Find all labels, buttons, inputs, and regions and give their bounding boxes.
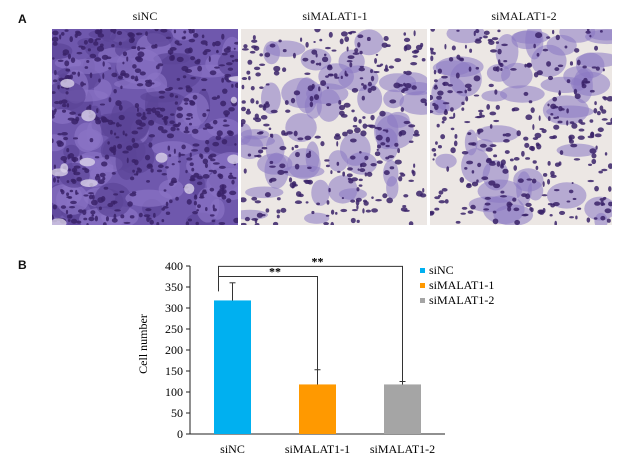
legend-label: siNC xyxy=(429,263,454,277)
legend-swatch xyxy=(420,268,425,273)
y-tick-label: 0 xyxy=(177,427,183,441)
legend-swatch xyxy=(420,283,425,288)
bar-sinc xyxy=(214,300,251,434)
y-tick-label: 400 xyxy=(165,259,183,273)
y-tick-label: 350 xyxy=(165,280,183,294)
significance-label: ** xyxy=(269,265,281,279)
legend-label: siMALAT1-2 xyxy=(429,293,494,307)
significance-label: ** xyxy=(312,254,324,268)
significance-bracket xyxy=(218,265,403,382)
x-tick-label: siNC xyxy=(220,442,245,456)
micrograph-sinc xyxy=(52,29,238,225)
y-axis-label: Cell number xyxy=(136,314,150,374)
y-tick-label: 100 xyxy=(165,385,183,399)
y-tick-label: 200 xyxy=(165,343,183,357)
y-tick-label: 50 xyxy=(171,406,183,420)
x-tick-label: siMALAT1-2 xyxy=(370,442,435,456)
legend-swatch xyxy=(420,298,425,303)
bar-chart: Cell number 0 50 100 150 200 250 300 350 400 siN… xyxy=(136,254,494,456)
micrograph-simalat1-1 xyxy=(241,29,427,225)
micrograph-label-sinc: siNC xyxy=(132,9,158,23)
micrograph-label-simalat1-2: siMALAT1-2 xyxy=(491,9,557,23)
micrograph-label-simalat1-1: siMALAT1-1 xyxy=(302,9,368,23)
panel-b-label: B xyxy=(18,258,27,272)
y-tick-label: 250 xyxy=(165,322,183,336)
y-tick-label: 150 xyxy=(165,364,183,378)
x-tick-label: siMALAT1-1 xyxy=(285,442,350,456)
bar-simalat1-2 xyxy=(384,384,421,434)
panel-a-label: A xyxy=(18,12,27,26)
legend-label: siMALAT1-1 xyxy=(429,278,494,292)
y-tick-label: 300 xyxy=(165,301,183,315)
bar-simalat1-1 xyxy=(299,384,336,434)
micrograph-simalat1-2 xyxy=(430,29,612,225)
